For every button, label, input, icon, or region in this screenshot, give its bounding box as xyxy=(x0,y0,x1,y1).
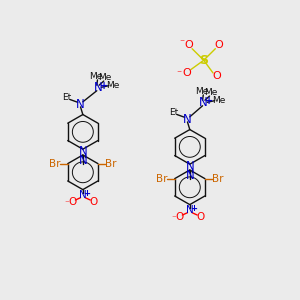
Text: +: + xyxy=(100,81,108,91)
Text: O: O xyxy=(196,212,204,222)
Text: N: N xyxy=(94,82,102,94)
Text: Br: Br xyxy=(49,159,61,169)
Text: S: S xyxy=(199,54,208,67)
Text: ⁻: ⁻ xyxy=(177,70,182,80)
Text: O: O xyxy=(68,197,76,207)
Text: N: N xyxy=(183,113,192,126)
Text: N: N xyxy=(79,154,87,167)
Text: Et: Et xyxy=(62,93,71,102)
Text: N: N xyxy=(186,206,194,215)
Text: Me: Me xyxy=(98,73,112,82)
Text: +: + xyxy=(190,204,197,213)
Text: Et: Et xyxy=(169,108,178,117)
Text: N: N xyxy=(79,145,87,158)
Text: O: O xyxy=(182,68,191,78)
Text: ⁻: ⁻ xyxy=(172,214,176,223)
Text: O: O xyxy=(184,40,193,50)
Text: N: N xyxy=(185,160,194,173)
Text: O: O xyxy=(89,197,98,207)
Text: N: N xyxy=(76,98,85,111)
Text: +: + xyxy=(206,96,214,106)
Text: O: O xyxy=(175,212,184,222)
Text: Me: Me xyxy=(195,87,208,96)
Text: O: O xyxy=(212,71,221,81)
Text: Me: Me xyxy=(89,72,102,81)
Text: Br: Br xyxy=(105,159,116,169)
Text: Me: Me xyxy=(204,88,218,97)
Text: Br: Br xyxy=(212,174,224,184)
Text: ⁻: ⁻ xyxy=(179,39,184,49)
Text: N: N xyxy=(185,169,194,182)
Text: ⁻: ⁻ xyxy=(65,199,69,208)
Text: Me: Me xyxy=(106,81,120,90)
Text: +: + xyxy=(83,189,91,198)
Text: N: N xyxy=(200,97,208,110)
Text: O: O xyxy=(214,40,223,50)
Text: Br: Br xyxy=(156,174,168,184)
Text: N: N xyxy=(79,190,87,200)
Text: Me: Me xyxy=(212,96,226,105)
